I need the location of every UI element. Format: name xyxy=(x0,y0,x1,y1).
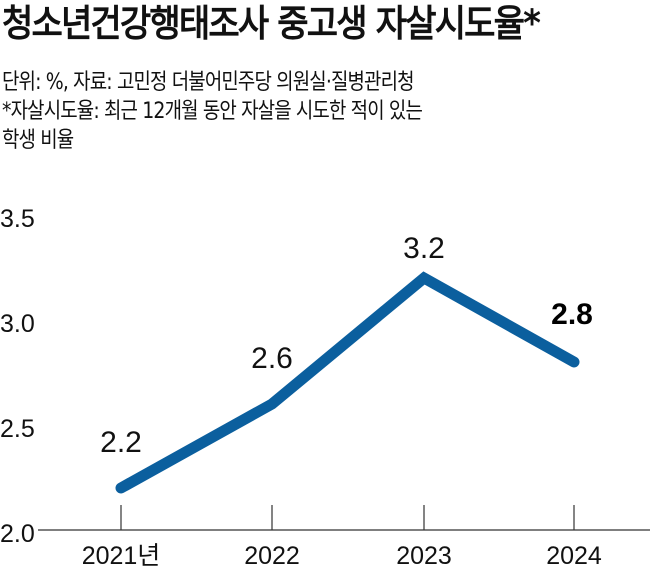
y-tick-label: 3.0 xyxy=(0,310,35,338)
data-label: 2.6 xyxy=(251,342,293,375)
y-tick-label: 2.0 xyxy=(0,520,35,548)
definition-note-cont: 학생 비율 xyxy=(2,128,74,153)
definition-note: *자살시도율: 최근 12개월 동안 자살을 시도한 적이 있는 xyxy=(2,99,423,124)
x-tick-label: 2022 xyxy=(244,542,300,570)
x-tick-label: 2021년 xyxy=(82,542,161,570)
chart-title: 청소년건강행태조사 중고생 자살시도율* xyxy=(2,2,541,45)
series-line xyxy=(115,271,580,494)
x-tick-label: 2023 xyxy=(396,542,452,570)
y-tick-label: 2.5 xyxy=(0,415,35,443)
y-tick-label: 3.5 xyxy=(0,205,35,233)
data-label: 2.2 xyxy=(100,426,142,459)
x-tick-label: 2024 xyxy=(546,542,602,570)
unit-source-note: 단위: %, 자료: 고민정 더불어민주당 의원실·질병관리청 xyxy=(2,70,415,95)
chart-notes: 단위: %, 자료: 고민정 더불어민주당 의원실·질병관리청 *자살시도율: … xyxy=(2,68,638,155)
highlighted-data-label: 2.8 xyxy=(551,298,593,331)
data-label: 3.2 xyxy=(403,232,445,265)
